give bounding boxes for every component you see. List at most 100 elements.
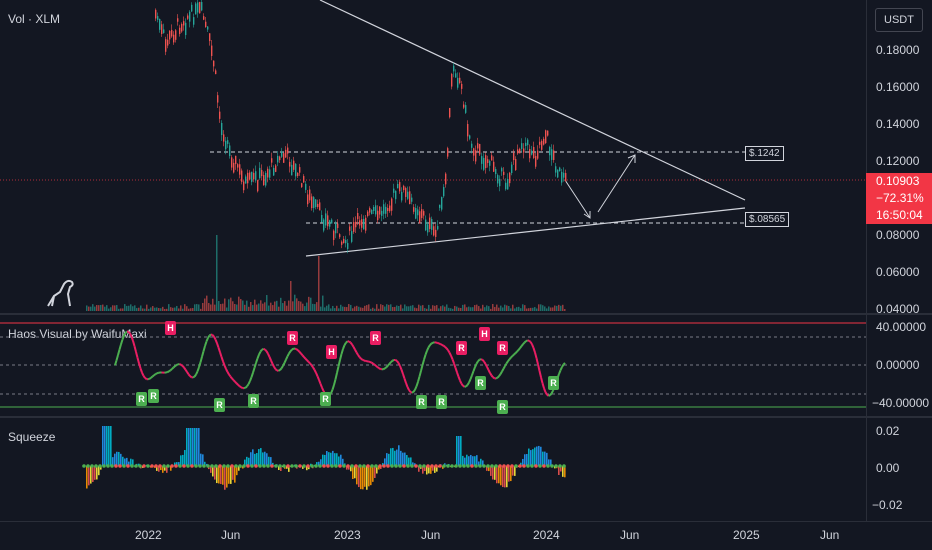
haos-line-segment (444, 346, 448, 349)
haos-line-segment (216, 342, 220, 348)
volume-bar (338, 308, 340, 311)
pane-separator-1[interactable] (0, 313, 932, 315)
volume-bar (368, 304, 370, 311)
squeeze-bar (198, 428, 200, 466)
haos-marker-r: R (416, 395, 427, 409)
haos-line-segment (247, 380, 251, 385)
volume-bar (150, 307, 152, 311)
squeeze-bar (88, 466, 90, 486)
time-tick-2023: 2023 (334, 528, 361, 542)
currency-selector[interactable]: USDT (875, 8, 923, 32)
squeeze-dot (242, 464, 246, 468)
price-chart[interactable] (0, 0, 866, 313)
haos-line-segment (199, 356, 203, 363)
volume-bar (300, 301, 302, 311)
squeeze-axis[interactable] (866, 418, 932, 521)
volume-bar (288, 300, 290, 311)
haos-line-segment (291, 347, 294, 351)
squeeze-title[interactable]: Squeeze (8, 430, 56, 444)
volume-bar (390, 304, 392, 311)
volume-bar (146, 304, 148, 311)
haos-line-segment (405, 382, 409, 388)
squeeze-dot (486, 464, 490, 468)
squeeze-bar (506, 466, 508, 488)
haos-line-segment (447, 349, 451, 354)
squeeze-bar (402, 452, 404, 466)
haos-line-segment (334, 372, 338, 380)
squeeze-bar (120, 453, 122, 466)
squeeze-bar (116, 451, 118, 466)
squeeze-pane[interactable]: Squeeze (0, 418, 866, 521)
haos-axis[interactable] (866, 315, 932, 416)
squeeze-bar (210, 466, 212, 473)
squeeze-dot (530, 464, 534, 468)
squeeze-bar (212, 466, 214, 477)
squeeze-dot (414, 464, 418, 468)
squeeze-dot (482, 464, 486, 468)
haos-pane[interactable]: Haos Visual by WaifuMaxi H R H R R H R R… (0, 315, 866, 416)
squeeze-bar (400, 450, 402, 466)
squeeze-bar (460, 436, 462, 466)
haos-line-segment (499, 371, 503, 375)
squeeze-dot (86, 464, 90, 468)
haos-line-segment (414, 385, 418, 391)
price-axis[interactable] (866, 0, 932, 313)
haos-line-segment (208, 333, 212, 337)
volume-bar (218, 300, 220, 311)
squeeze-bar (246, 456, 248, 466)
squeeze-dot (198, 464, 202, 468)
squeeze-bar (540, 446, 542, 466)
time-tick-jun: Jun (620, 528, 640, 542)
volume-bar (400, 304, 402, 311)
volume-bar (240, 299, 242, 311)
squeeze-bar (156, 466, 158, 471)
squeeze-dot (426, 464, 430, 468)
squeeze-bar (254, 453, 256, 466)
squeeze-chart[interactable] (0, 418, 866, 521)
volume-bar (202, 302, 204, 311)
squeeze-bar (190, 428, 192, 466)
squeeze-dot (82, 464, 86, 468)
volume-bar (524, 305, 526, 311)
haos-line-segment (136, 357, 140, 364)
price-tick-004: 0.04000 (876, 302, 920, 316)
volume-bar (274, 301, 276, 311)
squeeze-bar (544, 451, 546, 466)
haos-line-segment (300, 352, 304, 356)
haos-line-segment (196, 366, 200, 372)
haos-line-segment (375, 365, 379, 368)
volume-bar (378, 308, 380, 311)
price-pane[interactable]: Vol · XLM $.1242 $.08565 (0, 0, 866, 313)
squeeze-dot (318, 464, 322, 468)
haos-marker-h: H (165, 321, 176, 335)
symbol-title[interactable]: Vol · XLM (8, 12, 61, 26)
volume-bar (322, 295, 324, 311)
haos-line-segment (168, 369, 172, 373)
squeeze-bar (498, 466, 500, 484)
volume-bar (326, 305, 328, 311)
haos-line-segment (372, 362, 376, 366)
volume-bar (520, 308, 522, 311)
squeeze-bar (330, 452, 332, 466)
squeeze-dot (394, 464, 398, 468)
haos-line-segment (502, 365, 506, 370)
squeeze-dot (386, 464, 390, 468)
haos-marker-r: R (456, 341, 467, 355)
squeeze-dot (538, 464, 542, 468)
volume-bar (316, 302, 318, 311)
price-tick-012: 0.12000 (876, 154, 920, 168)
volume-bar (456, 306, 458, 311)
haos-line-segment (282, 362, 286, 367)
squeeze-dot (210, 464, 214, 468)
squeeze-bar (390, 448, 392, 466)
pane-separator-2[interactable] (0, 416, 932, 418)
squeeze-bar (414, 463, 416, 466)
haos-line-segment (228, 373, 232, 378)
volume-bar (442, 305, 444, 311)
haos-chart[interactable] (0, 315, 866, 416)
squeeze-dot (502, 464, 506, 468)
squeeze-bar (326, 451, 328, 466)
volume-bar (458, 307, 460, 311)
volume-bar (438, 308, 440, 311)
squeeze-dot (438, 464, 442, 468)
